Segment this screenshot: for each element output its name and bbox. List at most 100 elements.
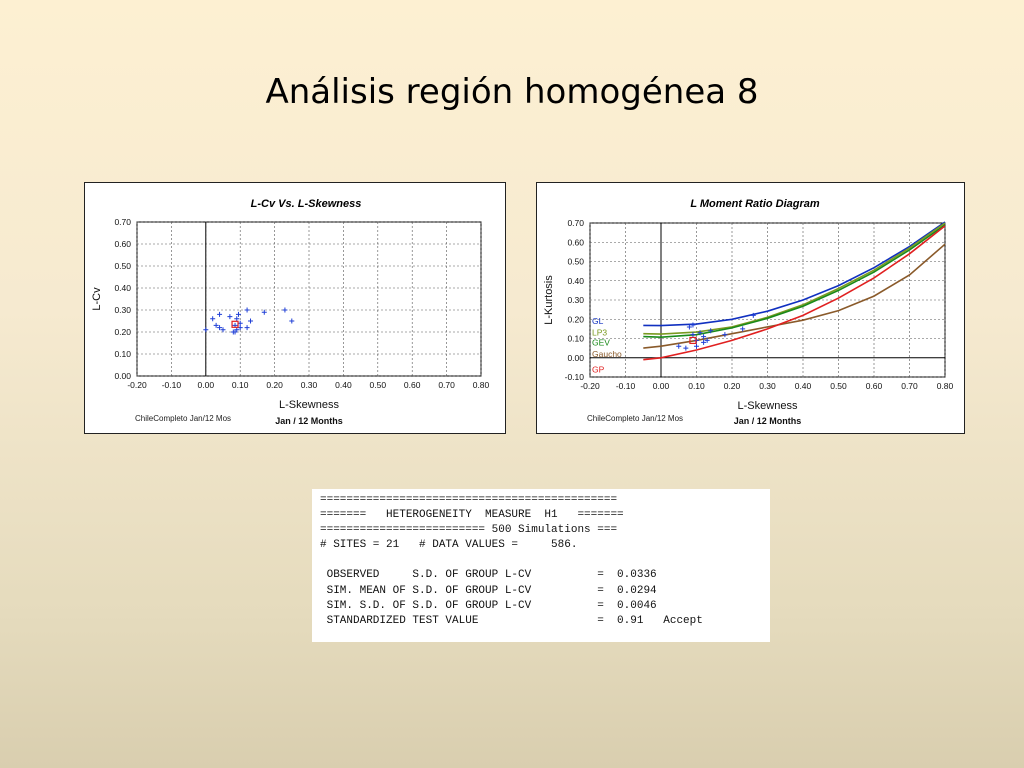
series-label: Gaucho	[592, 349, 622, 359]
y-tick-label: -0.10	[565, 372, 585, 382]
footer-center-label: Jan / 12 Months	[734, 416, 802, 426]
series-line-gev	[643, 224, 946, 339]
footer-left-label: ChileCompleto Jan/12 Mos	[587, 414, 683, 423]
site-point	[690, 322, 696, 328]
x-tick-label: -0.20	[580, 381, 600, 391]
x-tick-label: 0.40	[795, 381, 812, 391]
x-tick-label: -0.10	[616, 381, 636, 391]
x-tick-label: 0.80	[473, 380, 490, 390]
site-point	[676, 343, 682, 349]
series-label: GP	[592, 364, 605, 374]
chart-title: L Moment Ratio Diagram	[690, 198, 820, 210]
site-point	[697, 330, 703, 336]
site-point	[683, 345, 689, 351]
site-point	[232, 329, 238, 335]
x-tick-label: 0.10	[688, 381, 705, 391]
lmoment-chart-svg: -0.20 -0.10 0.00 0.10 0.20 0.30 0.40 0.50 0.60 0.…	[543, 198, 954, 426]
output-line: ======= HETEROGENEITY MEASURE H1 =======	[320, 509, 624, 522]
series-label: LP3	[592, 328, 607, 338]
x-tick-label: 0.60	[404, 380, 421, 390]
y-tick-label: 0.50	[114, 261, 131, 271]
y-tick-label: 0.50	[567, 257, 584, 267]
series-label: GEV	[592, 337, 610, 347]
site-point	[686, 324, 692, 330]
series-line-gl	[643, 221, 946, 327]
x-tick-label: 0.10	[232, 380, 249, 390]
output-line: SIM. S.D. OF S.D. OF GROUP L-CV = 0.0046	[320, 599, 657, 612]
site-point	[244, 307, 250, 313]
site-point	[203, 327, 209, 333]
x-tick-label: 0.00	[653, 381, 670, 391]
site-point	[248, 318, 254, 324]
series-line-lp3	[643, 222, 946, 335]
site-point	[701, 339, 707, 345]
site-point	[740, 326, 746, 332]
site-point	[701, 334, 707, 340]
output-text: ========================================…	[312, 489, 770, 629]
site-point	[235, 311, 241, 317]
site-point	[261, 309, 267, 315]
y-tick-label: 0.40	[567, 276, 584, 286]
output-line: ========================= 500 Simulation…	[320, 524, 618, 537]
y-tick-label: 0.30	[114, 305, 131, 315]
y-tick-label: 0.60	[114, 239, 131, 249]
y-axis-label: L-Kurtosis	[543, 275, 555, 325]
output-line: STANDARDIZED TEST VALUE = 0.91 Accept	[320, 614, 703, 627]
chart-title: L-Cv Vs. L-Skewness	[251, 198, 362, 210]
x-tick-label: 0.50	[830, 381, 847, 391]
y-axis-label: L-Cv	[91, 287, 103, 311]
site-point	[217, 325, 223, 331]
y-tick-label: 0.60	[567, 237, 584, 247]
y-tick-label: 0.00	[567, 353, 584, 363]
site-point	[289, 318, 295, 324]
site-point	[227, 314, 233, 320]
x-tick-label: 0.60	[866, 381, 883, 391]
output-line: # SITES = 21 # DATA VALUES = 586.	[320, 539, 578, 552]
output-line: ========================================…	[320, 494, 618, 506]
site-point	[750, 312, 756, 318]
footer-left-label: ChileCompleto Jan/12 Mos	[135, 414, 231, 423]
slide-title: Análisis región homogénea 8	[265, 72, 759, 112]
x-tick-label: 0.80	[937, 381, 954, 391]
x-axis-label: L-Skewness	[738, 400, 798, 412]
x-tick-label: -0.20	[127, 380, 147, 390]
x-tick-label: -0.10	[162, 380, 182, 390]
y-tick-label: 0.70	[567, 218, 584, 228]
y-tick-label: 0.70	[114, 217, 131, 227]
lcv-vs-lskewness-chart: -0.20 -0.10 0.00 0.10 0.20 0.30 0.40 0.50 0.60 0.…	[84, 182, 506, 434]
series-line-gaucho	[643, 243, 946, 349]
x-tick-label: 0.50	[370, 380, 387, 390]
site-point	[282, 307, 288, 313]
y-tick-label: 0.00	[114, 371, 131, 381]
site-point	[220, 327, 226, 333]
site-point	[722, 332, 728, 338]
y-tick-label: 0.10	[114, 349, 131, 359]
y-tick-label: 0.20	[114, 327, 131, 337]
x-tick-label: 0.00	[198, 380, 215, 390]
y-tick-label: 0.20	[567, 314, 584, 324]
x-tick-label: 0.30	[759, 381, 776, 391]
series-line-gp	[643, 225, 946, 361]
site-point	[708, 328, 714, 334]
site-point	[690, 332, 696, 338]
x-tick-label: 0.40	[335, 380, 352, 390]
footer-center-label: Jan / 12 Months	[275, 416, 343, 426]
site-point	[213, 322, 219, 328]
output-line: SIM. MEAN OF S.D. OF GROUP L-CV = 0.0294	[320, 584, 657, 597]
regional-mean-point	[689, 336, 697, 345]
site-point	[694, 343, 699, 349]
y-tick-label: 0.10	[567, 334, 584, 344]
lmoment-ratio-chart: -0.20 -0.10 0.00 0.10 0.20 0.30 0.40 0.50 0.60 0.…	[536, 182, 965, 434]
x-axis-label: L-Skewness	[279, 399, 339, 411]
site-point	[217, 311, 223, 317]
site-point	[244, 325, 250, 331]
x-tick-label: 0.30	[301, 380, 318, 390]
site-point	[704, 337, 710, 343]
y-tick-label: 0.30	[567, 295, 584, 305]
x-tick-label: 0.70	[901, 381, 918, 391]
site-point	[234, 316, 240, 322]
y-tick-label: 0.40	[114, 283, 131, 293]
x-tick-label: 0.20	[266, 380, 283, 390]
regional-mean-point	[231, 320, 239, 328]
x-tick-label: 0.20	[724, 381, 741, 391]
